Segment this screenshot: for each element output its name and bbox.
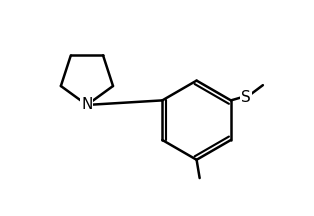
Text: S: S xyxy=(241,90,251,105)
Text: N: N xyxy=(81,97,93,113)
